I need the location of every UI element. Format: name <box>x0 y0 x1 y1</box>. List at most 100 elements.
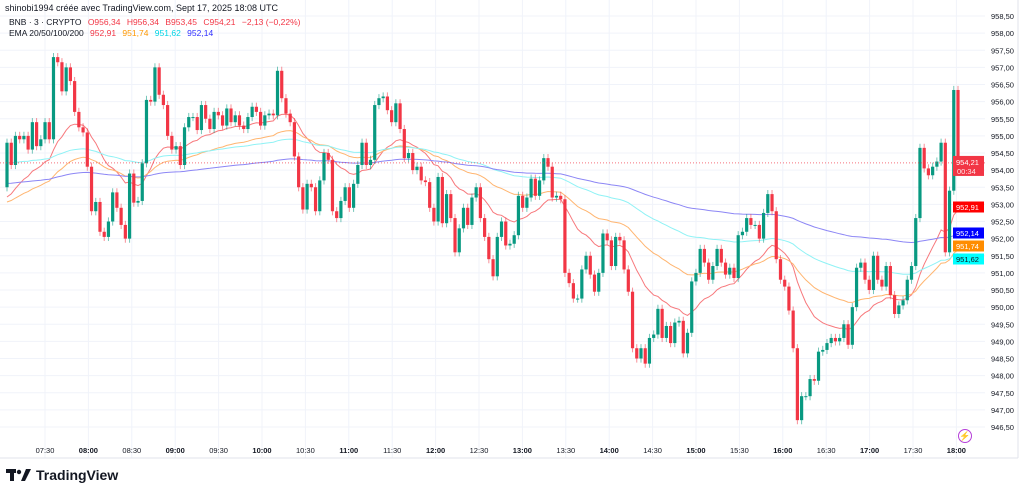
candle-up <box>212 111 216 130</box>
y-tick-label: 950,50 <box>991 286 1014 295</box>
candle-down <box>432 207 436 222</box>
y-tick-label: 950,00 <box>991 303 1014 312</box>
candle-up <box>715 248 719 267</box>
candle-down <box>609 240 614 267</box>
ema200-line <box>6 158 959 244</box>
candle-down <box>635 348 639 359</box>
candle-up <box>356 164 360 184</box>
candle-up <box>584 255 588 270</box>
candle-up <box>470 197 474 225</box>
candle-down <box>812 379 816 381</box>
candle-down <box>893 295 897 314</box>
candle-down <box>89 166 94 212</box>
candle-down <box>170 135 174 150</box>
ema20-axis-badge <box>953 201 984 213</box>
y-tick-label: 958,50 <box>991 12 1014 21</box>
candle-down <box>681 320 685 354</box>
candle-down <box>195 117 199 131</box>
last-price-label: 954,21 <box>956 158 979 167</box>
candle-down <box>301 187 305 210</box>
candle-down <box>208 118 212 130</box>
y-tick-label: 955,50 <box>991 115 1014 124</box>
candle-up <box>909 266 914 280</box>
candle-up <box>652 334 656 338</box>
x-tick-label: 14:00 <box>600 446 619 455</box>
candle-up <box>474 187 478 198</box>
ema50-line <box>6 130 959 303</box>
candle-down <box>119 207 123 225</box>
x-tick-label: 13:30 <box>556 446 575 455</box>
x-tick-label: 17:00 <box>860 446 879 455</box>
candle-up <box>580 269 584 299</box>
candle-down <box>288 113 292 123</box>
candle-down <box>546 158 550 167</box>
y-tick-label: 946,50 <box>991 423 1014 432</box>
candle-up <box>647 337 652 364</box>
candle-up <box>842 324 846 338</box>
candle-down <box>833 337 838 342</box>
candle-down <box>592 274 597 292</box>
candle-up <box>373 105 377 160</box>
candle-down <box>26 135 30 150</box>
candle-up <box>804 396 808 398</box>
candle-up <box>140 163 144 201</box>
candle-down <box>783 279 787 287</box>
candle-down <box>237 115 242 126</box>
candle-up <box>444 194 449 224</box>
candle-up <box>931 166 935 176</box>
tradingview-logo[interactable]: TradingView <box>6 467 118 483</box>
x-tick-label: 16:30 <box>817 446 836 455</box>
candle-down <box>770 194 774 212</box>
candle-down <box>795 348 799 421</box>
candle-up <box>250 106 254 118</box>
x-tick-label: 11:00 <box>339 446 358 455</box>
ema-legend: EMA 20/50/100/200 952,91 951,74 951,62 9… <box>9 28 217 38</box>
ema-label[interactable]: EMA 20/50/100/200 <box>9 28 84 38</box>
y-tick-label: 955,00 <box>991 132 1014 141</box>
x-tick-label: 18:00 <box>947 446 966 455</box>
candle-down <box>115 192 119 208</box>
candle-up <box>415 166 419 171</box>
candle-up <box>821 349 825 352</box>
y-tick-label: 953,50 <box>991 183 1014 192</box>
y-tick-label: 948,00 <box>991 372 1014 381</box>
candle-down <box>56 57 60 63</box>
candle-up <box>753 224 757 226</box>
candle-up <box>639 348 643 359</box>
candle-up <box>576 298 580 300</box>
candle-down <box>943 142 947 253</box>
ema20-value: 952,91 <box>90 28 117 38</box>
candle-up <box>64 67 68 92</box>
y-tick-label: 951,50 <box>991 252 1014 261</box>
candle-down <box>880 279 884 287</box>
candle-down <box>73 81 77 112</box>
candle-up <box>859 262 863 268</box>
candle-up <box>22 135 26 140</box>
candle-up <box>94 201 98 212</box>
candle-down <box>157 67 161 95</box>
candle-up <box>516 195 521 236</box>
candle-up <box>800 396 804 421</box>
candle-up <box>233 115 237 123</box>
candle-up <box>808 379 812 397</box>
y-tick-label: 954,50 <box>991 149 1014 158</box>
candle-down <box>774 211 778 260</box>
x-tick-label: 13:00 <box>513 446 532 455</box>
candle-up <box>343 187 347 201</box>
candle-up <box>766 194 770 213</box>
candle-down <box>643 348 647 364</box>
candle-up <box>305 183 309 210</box>
candle-up <box>153 67 157 102</box>
candle-up <box>457 228 461 253</box>
candle-up <box>914 218 918 267</box>
symbol-label[interactable]: BNB · 3 · CRYPTO <box>9 17 82 27</box>
candle-up <box>525 197 529 208</box>
candle-down <box>483 218 487 237</box>
candle-up <box>13 135 18 165</box>
candle-up <box>690 281 694 333</box>
y-tick-label: 947,50 <box>991 389 1014 398</box>
candle-down <box>220 115 225 126</box>
y-tick-label: 958,00 <box>991 29 1014 38</box>
lightning-icon[interactable]: ⚡ <box>958 429 972 443</box>
